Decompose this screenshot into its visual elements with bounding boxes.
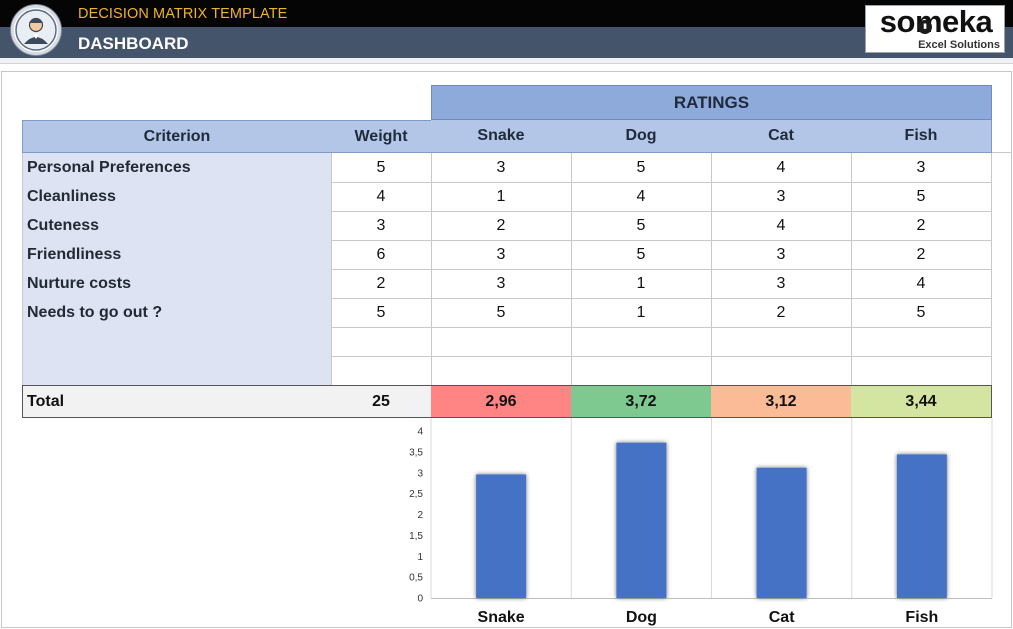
brand-chart-icon: ▮ [918,20,932,34]
brand-name: someka [879,4,993,39]
x-category-label: Snake [478,609,525,626]
bar-cat[interactable] [756,467,807,598]
criterion-cell[interactable] [22,356,332,386]
bar-snake[interactable] [476,474,527,598]
total-score-cat: 3,12 [711,385,852,418]
score-cell-snake[interactable]: 5 [431,298,572,328]
weight-cell[interactable]: 2 [331,269,432,299]
ratings-header: RATINGS [431,85,992,120]
weight-cell[interactable]: 5 [331,153,432,183]
page-title: DASHBOARD [78,34,189,53]
score-cell-cat[interactable]: 3 [711,269,852,299]
header-divider [0,58,1013,64]
y-tick-label: 2 [417,510,423,521]
score-cell-cat[interactable] [711,327,852,357]
y-tick-label: 1,5 [409,531,423,542]
score-cell-fish[interactable] [851,327,992,357]
score-cell-snake[interactable]: 1 [431,182,572,212]
total-score-dog: 3,72 [571,385,712,418]
score-cell-cat[interactable]: 4 [711,211,852,241]
score-cell-dog[interactable]: 1 [571,298,712,328]
weight-cell[interactable]: 5 [331,298,432,328]
score-cell-cat[interactable]: 3 [711,182,852,212]
weight-cell[interactable]: 3 [331,211,432,241]
criterion-cell[interactable]: Nurture costs [22,269,332,299]
criterion-cell[interactable]: Cleanliness [22,182,332,212]
criterion-cell[interactable]: Personal Preferences [22,153,332,183]
score-cell-dog[interactable]: 5 [571,211,712,241]
score-cell-cat[interactable]: 4 [711,153,852,183]
score-cell-dog[interactable]: 4 [571,182,712,212]
score-cell-fish[interactable] [851,356,992,386]
total-score-fish: 3,44 [851,385,992,418]
score-cell-dog[interactable]: 1 [571,269,712,299]
score-cell-snake[interactable]: 3 [431,153,572,183]
x-category-label: Cat [769,609,795,626]
total-label: Total [22,385,332,418]
y-tick-label: 3,5 [409,447,423,458]
score-cell-fish[interactable]: 4 [851,269,992,299]
ratings-bar-chart: 0 0,5 1 1,5 2 2,5 3 3,5 4 Snake Dog Cat Fish [409,418,993,626]
header-bottom-bar [0,27,1013,58]
bar-dog[interactable] [616,442,667,598]
y-tick-label: 1 [417,552,423,563]
score-cell-fish[interactable]: 2 [851,240,992,270]
score-cell-cat[interactable] [711,356,852,386]
criterion-cell[interactable]: Friendliness [22,240,332,270]
y-tick-label: 2,5 [409,489,423,500]
score-cell-dog[interactable] [571,327,712,357]
y-tick-label: 0 [417,594,423,605]
score-cell-dog[interactable]: 5 [571,240,712,270]
y-tick-label: 4 [417,427,423,438]
weight-header: Weight [331,120,432,153]
criterion-header: Criterion [22,120,332,153]
score-cell-snake[interactable] [431,327,572,357]
brand-tagline: Excel Solutions [918,39,1000,51]
score-cell-fish[interactable]: 3 [851,153,992,183]
y-tick-label: 0,5 [409,573,423,584]
option-header-snake: Snake [431,120,572,153]
score-cell-snake[interactable]: 2 [431,211,572,241]
x-category-label: Fish [905,609,938,626]
user-avatar-icon [11,5,61,55]
score-cell-fish[interactable]: 2 [851,211,992,241]
grid-line [991,152,1012,153]
option-header-dog: Dog [571,120,712,153]
weight-cell[interactable]: 6 [331,240,432,270]
weight-cell[interactable]: 4 [331,182,432,212]
bar-fish[interactable] [896,454,947,598]
score-cell-cat[interactable]: 3 [711,240,852,270]
total-weight: 25 [331,385,432,418]
score-cell-fish[interactable]: 5 [851,298,992,328]
y-tick-label: 3 [417,468,423,479]
weight-cell[interactable] [331,356,432,386]
criterion-cell[interactable]: Needs to go out ? [22,298,332,328]
score-cell-snake[interactable]: 3 [431,269,572,299]
app-title: DECISION MATRIX TEMPLATE [78,6,288,22]
score-cell-snake[interactable]: 3 [431,240,572,270]
score-cell-cat[interactable]: 2 [711,298,852,328]
option-header-cat: Cat [711,120,852,153]
total-score-snake: 2,96 [431,385,572,418]
score-cell-snake[interactable] [431,356,572,386]
score-cell-dog[interactable] [571,356,712,386]
weight-cell[interactable] [331,327,432,357]
score-cell-fish[interactable]: 5 [851,182,992,212]
score-cell-dog[interactable]: 5 [571,153,712,183]
x-category-label: Dog [626,609,657,626]
header-top-bar [0,0,1013,27]
option-header-fish: Fish [851,120,992,153]
criterion-cell[interactable] [22,327,332,357]
criterion-cell[interactable]: Cuteness [22,211,332,241]
brand-logo[interactable]: someka ▮ Excel Solutions [865,4,1005,53]
